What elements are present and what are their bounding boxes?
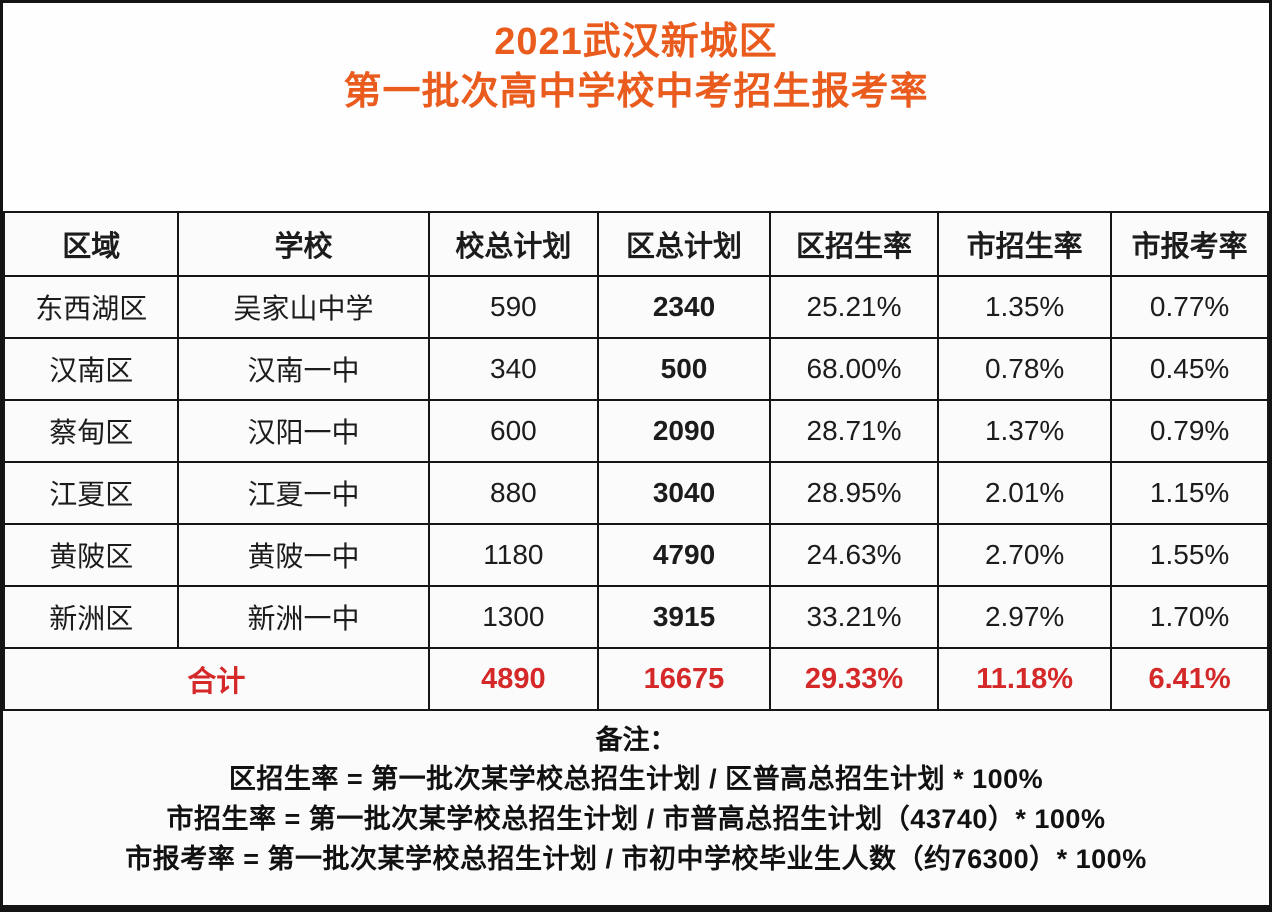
total-row: 合计 4890 16675 29.33% 11.18% 6.41% bbox=[3, 647, 1269, 711]
table-cell: 340 bbox=[427, 337, 600, 401]
table-row: 新洲区 新洲一中 1300 3915 33.21% 2.97% 1.70% bbox=[3, 585, 1269, 649]
total-label: 合计 bbox=[3, 647, 430, 711]
table-cell: 0.78% bbox=[937, 337, 1113, 401]
table-cell: 24.63% bbox=[768, 523, 940, 587]
table-cell: 1180 bbox=[427, 523, 600, 587]
column-header-district: 区域 bbox=[3, 211, 180, 277]
total-school-plan: 4890 bbox=[427, 647, 600, 711]
table-cell: 2.01% bbox=[937, 461, 1113, 525]
table-cell: 汉南一中 bbox=[177, 337, 430, 401]
total-district-rate: 29.33% bbox=[768, 647, 940, 711]
note-district-rate-formula: 区招生率 = 第一批次某学校总招生计划 / 区普高总招生计划 * 100% bbox=[228, 764, 1044, 794]
table-cell: 汉阳一中 bbox=[177, 399, 430, 463]
table-cell: 0.79% bbox=[1110, 399, 1269, 463]
column-header-district-plan: 区总计划 bbox=[597, 211, 771, 277]
table-cell: 590 bbox=[427, 275, 600, 339]
table-row: 蔡甸区 汉阳一中 600 2090 28.71% 1.37% 0.79% bbox=[3, 399, 1269, 463]
table-cell: 蔡甸区 bbox=[3, 399, 180, 463]
table-cell: 新洲一中 bbox=[177, 585, 430, 649]
table-cell: 68.00% bbox=[768, 337, 940, 401]
table-cell: 880 bbox=[427, 461, 600, 525]
column-header-district-rate: 区招生率 bbox=[768, 211, 940, 277]
table-cell: 3040 bbox=[597, 461, 771, 525]
table-cell: 黄陂区 bbox=[3, 523, 180, 587]
total-city-apply-rate: 6.41% bbox=[1110, 647, 1269, 711]
table-cell: 33.21% bbox=[768, 585, 940, 649]
table-cell: 4790 bbox=[597, 523, 771, 587]
title-block: 2021武汉新城区 第一批次高中学校中考招生报考率 bbox=[3, 3, 1269, 211]
table-cell: 28.95% bbox=[768, 461, 940, 525]
column-header-city-apply-rate: 市报考率 bbox=[1110, 211, 1269, 277]
table-cell: 2.70% bbox=[937, 523, 1113, 587]
enrollment-table: 区域 学校 校总计划 区总计划 区招生率 市招生率 市报考率 东西湖区 吴家山中学… bbox=[3, 211, 1269, 711]
table-cell: 500 bbox=[597, 337, 771, 401]
table-cell: 1.35% bbox=[937, 275, 1113, 339]
table-cell: 28.71% bbox=[768, 399, 940, 463]
table-cell: 1300 bbox=[427, 585, 600, 649]
notes-heading: 备注： bbox=[595, 725, 677, 755]
table-cell: 0.45% bbox=[1110, 337, 1269, 401]
table-cell: 2090 bbox=[597, 399, 771, 463]
table-cell: 1.55% bbox=[1110, 523, 1269, 587]
table-row: 黄陂区 黄陂一中 1180 4790 24.63% 2.70% 1.55% bbox=[3, 523, 1269, 587]
table-cell: 新洲区 bbox=[3, 585, 180, 649]
table-body: 东西湖区 吴家山中学 590 2340 25.21% 1.35% 0.77% 汉南区 汉南一中 3… bbox=[3, 275, 1269, 649]
table-cell: 汉南区 bbox=[3, 337, 180, 401]
table-cell: 3915 bbox=[597, 585, 771, 649]
note-city-rate-formula: 市招生率 = 第一批次某学校总招生计划 / 市普高总招生计划（43740）* 1… bbox=[166, 804, 1106, 834]
table-row: 汉南区 汉南一中 340 500 68.00% 0.78% 0.45% bbox=[3, 337, 1269, 401]
table-cell: 1.15% bbox=[1110, 461, 1269, 525]
table-cell: 黄陂一中 bbox=[177, 523, 430, 587]
table-cell: 25.21% bbox=[768, 275, 940, 339]
table-cell: 600 bbox=[427, 399, 600, 463]
notes-section: 备注： 区招生率 = 第一批次某学校总招生计划 / 区普高总招生计划 * 100… bbox=[3, 711, 1269, 879]
total-city-rate: 11.18% bbox=[937, 647, 1113, 711]
column-header-school-plan: 校总计划 bbox=[427, 211, 600, 277]
table-cell: 吴家山中学 bbox=[177, 275, 430, 339]
table-row: 东西湖区 吴家山中学 590 2340 25.21% 1.35% 0.77% bbox=[3, 275, 1269, 339]
note-city-apply-rate-formula: 市报考率 = 第一批次某学校总招生计划 / 市初中学校毕业生人数（约76300）… bbox=[125, 844, 1147, 874]
table-header-row: 区域 学校 校总计划 区总计划 区招生率 市招生率 市报考率 bbox=[3, 211, 1269, 277]
page-title-line2: 第一批次高中学校中考招生报考率 bbox=[343, 71, 929, 113]
total-district-plan: 16675 bbox=[597, 647, 771, 711]
table-cell: 2340 bbox=[597, 275, 771, 339]
table-cell: 江夏一中 bbox=[177, 461, 430, 525]
table-cell: 1.37% bbox=[937, 399, 1113, 463]
table-cell: 2.97% bbox=[937, 585, 1113, 649]
table-cell: 东西湖区 bbox=[3, 275, 180, 339]
page-title-line1: 2021武汉新城区 bbox=[494, 21, 778, 63]
table-cell: 1.70% bbox=[1110, 585, 1269, 649]
table-cell: 江夏区 bbox=[3, 461, 180, 525]
column-header-school: 学校 bbox=[177, 211, 430, 277]
table-cell: 0.77% bbox=[1110, 275, 1269, 339]
table-row: 江夏区 江夏一中 880 3040 28.95% 2.01% 1.15% bbox=[3, 461, 1269, 525]
column-header-city-rate: 市招生率 bbox=[937, 211, 1113, 277]
